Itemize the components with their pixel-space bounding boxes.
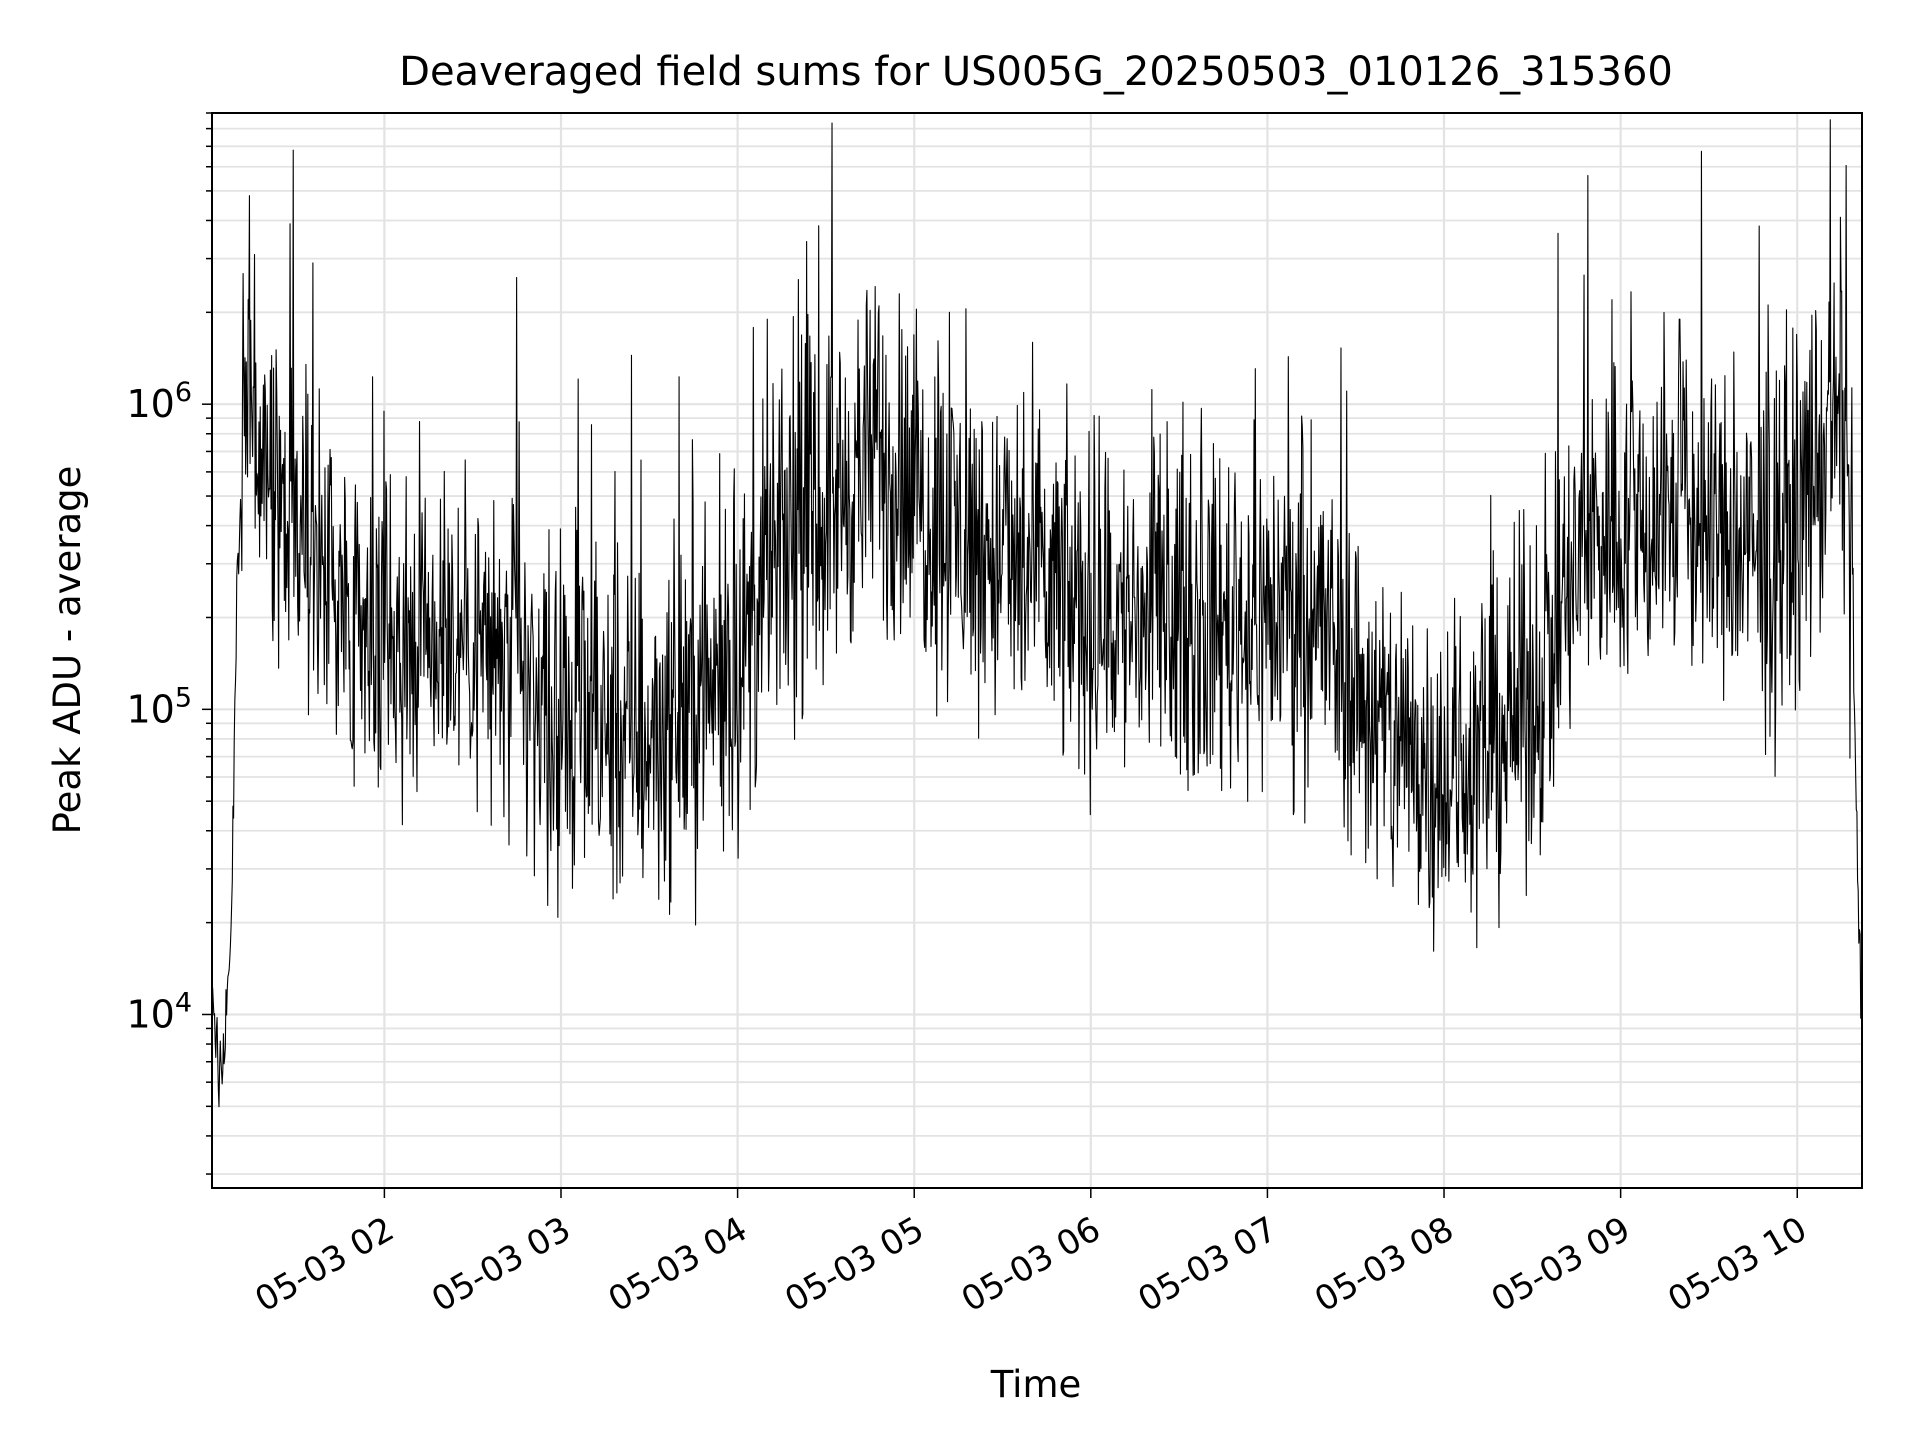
x-axis-label: Time [990, 1363, 1082, 1406]
y-tick-label: 106 [126, 377, 192, 426]
y-tick-label: 105 [126, 682, 192, 731]
data-series [211, 119, 1863, 1108]
series-line [211, 119, 1863, 1108]
y-axis-label: Peak ADU - average [46, 466, 89, 835]
y-axis-ticks: 104 105 106 [126, 112, 212, 1175]
y-tick-label: 104 [126, 987, 192, 1036]
plot-frame [211, 112, 1863, 1189]
chart-title: Deaveraged field sums for US005G_2025050… [399, 49, 1673, 95]
